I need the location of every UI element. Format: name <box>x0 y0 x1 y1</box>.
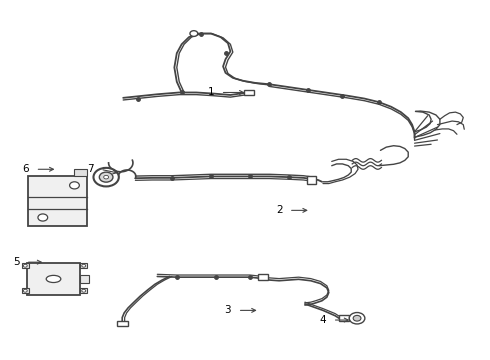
Bar <box>22 263 29 268</box>
Circle shape <box>94 168 119 186</box>
Bar <box>74 168 87 176</box>
Text: 7: 7 <box>87 164 94 174</box>
Bar <box>27 263 80 295</box>
Bar <box>80 263 87 268</box>
Bar <box>28 176 87 226</box>
Bar <box>117 321 128 327</box>
Circle shape <box>82 289 86 292</box>
Text: 6: 6 <box>23 164 29 174</box>
Ellipse shape <box>46 275 61 283</box>
Circle shape <box>104 175 109 179</box>
Bar <box>307 176 316 184</box>
Bar <box>244 90 254 95</box>
Bar <box>339 315 349 321</box>
Circle shape <box>24 289 27 292</box>
Circle shape <box>82 264 86 267</box>
Circle shape <box>349 312 365 324</box>
Circle shape <box>99 172 113 182</box>
Bar <box>80 275 89 283</box>
Circle shape <box>353 315 361 321</box>
Bar <box>258 274 268 280</box>
Text: 1: 1 <box>208 87 214 98</box>
Circle shape <box>190 31 198 36</box>
Text: 5: 5 <box>13 257 19 267</box>
Circle shape <box>24 264 27 267</box>
Text: 3: 3 <box>224 305 231 315</box>
Text: 4: 4 <box>319 315 326 325</box>
Circle shape <box>38 214 48 221</box>
Text: 2: 2 <box>276 205 282 215</box>
Circle shape <box>70 182 79 189</box>
Bar <box>22 288 29 293</box>
Bar <box>80 288 87 293</box>
